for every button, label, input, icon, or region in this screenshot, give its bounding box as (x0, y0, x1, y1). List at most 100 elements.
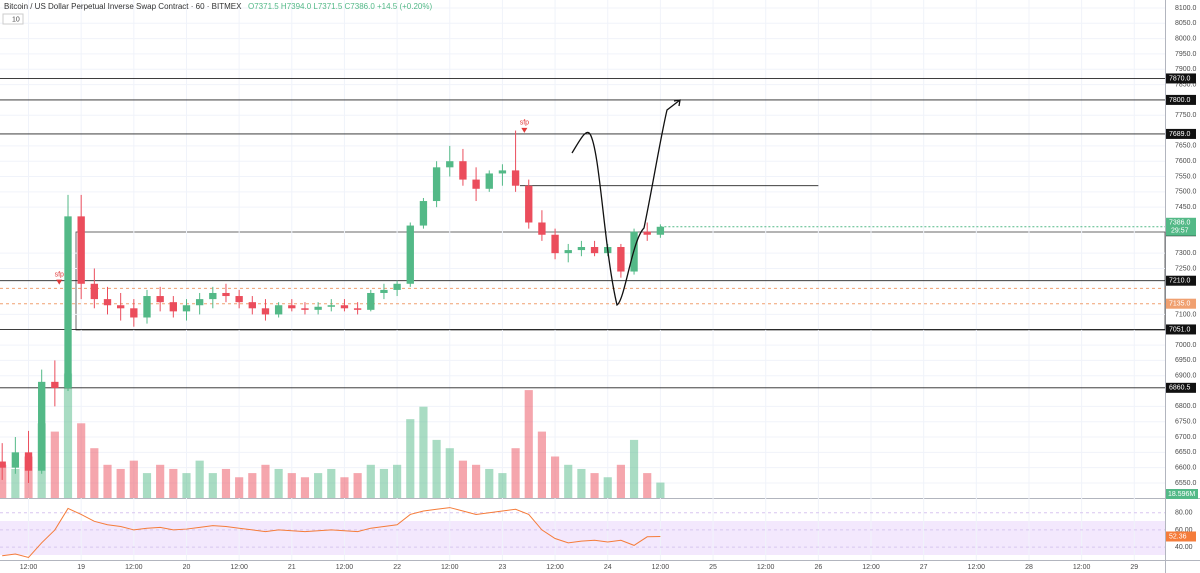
candle-body (314, 306, 322, 310)
x-tick-label: 12:00 (652, 564, 670, 571)
y-tick-label: 7900.0 (1175, 66, 1197, 73)
candle-body (38, 381, 46, 471)
candle-body (643, 231, 651, 235)
x-tick-label: 27 (920, 564, 928, 571)
volume-bar (169, 468, 178, 498)
rsi-badge (1166, 531, 1196, 542)
candle-body (446, 161, 454, 168)
y-tick-label: 7650.0 (1175, 143, 1197, 150)
y-tick-label: 7100.0 (1175, 311, 1197, 318)
candle-body (222, 292, 230, 297)
x-tick-label: 23 (499, 564, 507, 571)
y-tick-label: 8000.0 (1175, 35, 1197, 42)
candle-body (209, 292, 217, 300)
candle-body (353, 308, 362, 310)
level-label: 7800.0 (1169, 97, 1191, 104)
candle-body (64, 216, 72, 388)
candle-body (590, 247, 599, 254)
y-tick-label: 7750.0 (1175, 112, 1197, 119)
candle-body (656, 226, 665, 235)
level-label: 7210.0 (1169, 278, 1191, 285)
volume-bar (129, 460, 138, 498)
volume-bar (537, 431, 546, 498)
candle-body (419, 201, 428, 226)
indicator-label: 10 (12, 16, 20, 23)
candle-body (472, 179, 480, 189)
candle-body (90, 283, 99, 300)
level-label: 7689.0 (1169, 131, 1191, 138)
x-tick-label: 12:00 (862, 564, 880, 571)
rsi-line (2, 507, 661, 558)
volume-bar (366, 464, 375, 498)
x-tick-label: 12:00 (441, 564, 459, 571)
volume-bar (90, 448, 99, 498)
level-badge (1166, 73, 1196, 84)
candle-body (261, 308, 270, 315)
level-badge (1166, 382, 1196, 393)
y-tick-label: 7000.0 (1175, 342, 1197, 349)
x-tick-label: 12:00 (968, 564, 986, 571)
y-tick-label: 6650.0 (1175, 449, 1197, 456)
volume-bar (221, 468, 231, 498)
volume-bar (524, 390, 533, 498)
volume-bar (616, 464, 625, 498)
volume-bar (564, 464, 573, 498)
volume-bar (63, 373, 73, 498)
x-tick-label: 12:00 (1073, 564, 1091, 571)
x-tick-label: 21 (288, 564, 296, 571)
candle-body (367, 292, 375, 310)
y-tick-label: 7550.0 (1175, 173, 1197, 180)
candle-body (577, 247, 586, 251)
volume-bar (11, 468, 20, 498)
candle-body (301, 308, 309, 310)
y-tick-label: 6700.0 (1175, 434, 1197, 441)
volume-bar (248, 473, 257, 498)
volume-bar (314, 473, 323, 498)
annotation-marker (56, 279, 63, 285)
volume-bar (432, 439, 441, 498)
volume-bar (643, 473, 652, 498)
x-tick-label: 12:00 (125, 564, 143, 571)
volume-bar (629, 439, 639, 498)
y-tick-label: 7500.0 (1175, 189, 1197, 196)
x-tick-label: 24 (604, 564, 612, 571)
level-badge (1166, 128, 1196, 139)
volume-bar (142, 473, 152, 498)
volume-bar (419, 406, 428, 498)
rsi-tick-label: 60.00 (1175, 527, 1193, 534)
candle-body (156, 296, 164, 303)
volume-bar (511, 448, 520, 498)
candle-body (511, 170, 520, 186)
candle-body (11, 452, 20, 468)
candle-body (327, 305, 335, 307)
volume-bar (156, 464, 165, 498)
y-tick-label: 8100.0 (1175, 5, 1197, 12)
volume-bar (195, 460, 204, 498)
level-badge (1166, 94, 1196, 105)
x-tick-label: 26 (814, 564, 822, 571)
level-badge (1166, 275, 1196, 286)
candle-body (0, 461, 6, 468)
rsi-tick-label: 80.00 (1175, 510, 1193, 517)
candle-body (459, 161, 467, 180)
candle-body (195, 299, 204, 306)
volume-bar (0, 464, 7, 498)
indicator-toggle[interactable] (2, 13, 24, 25)
dashed-badge (1166, 298, 1196, 309)
annotation: sfp (55, 271, 64, 278)
level-label: 6860.5 (1169, 385, 1191, 392)
volume-bar (327, 468, 336, 498)
volume-bar (603, 477, 612, 498)
level-label: 7870.0 (1169, 75, 1191, 82)
hand-drawn-path (571, 99, 681, 307)
candle-body (288, 305, 296, 309)
annotation: sfp (520, 120, 529, 127)
volume-bar (458, 460, 468, 498)
candle-body (525, 185, 533, 223)
candle-body (248, 302, 256, 309)
volume-bar (340, 477, 349, 498)
candle-body (432, 167, 441, 202)
volume-bar (498, 473, 507, 498)
